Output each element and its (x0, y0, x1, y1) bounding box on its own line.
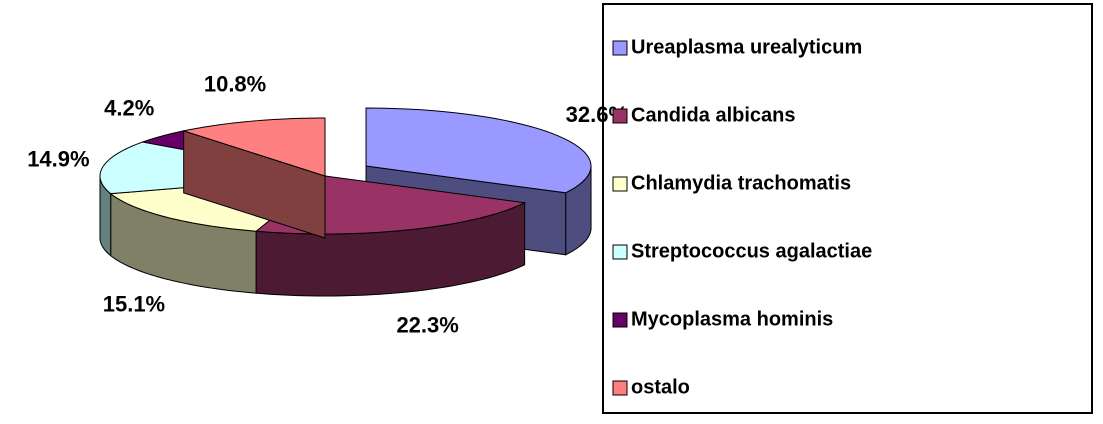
slice-top (181, 117, 326, 177)
legend-swatch (612, 40, 628, 56)
legend-swatch (612, 176, 628, 192)
data-label: 4.2% (104, 96, 154, 121)
legend-swatch (612, 312, 628, 328)
slice-top (365, 107, 592, 194)
data-label: 14.9% (27, 147, 89, 172)
legend-label: Chlamydia trachomatis (631, 172, 851, 194)
legend-label: Candida albicans (631, 104, 796, 126)
legend-swatch (612, 108, 628, 124)
data-label: 22.3% (396, 313, 458, 338)
legend-label: Ureaplasma urealyticum (631, 36, 862, 58)
legend-label: Mycoplasma hominis (631, 308, 833, 330)
legend-label: Streptococcus agalactiae (631, 240, 872, 262)
slice (181, 117, 326, 239)
legend-box (602, 3, 1093, 414)
legend-swatch (612, 244, 628, 260)
legend-label: ostalo (631, 376, 690, 398)
data-label: 15.1% (103, 292, 165, 317)
data-label: 10.8% (204, 71, 266, 96)
legend-swatch (612, 380, 628, 396)
